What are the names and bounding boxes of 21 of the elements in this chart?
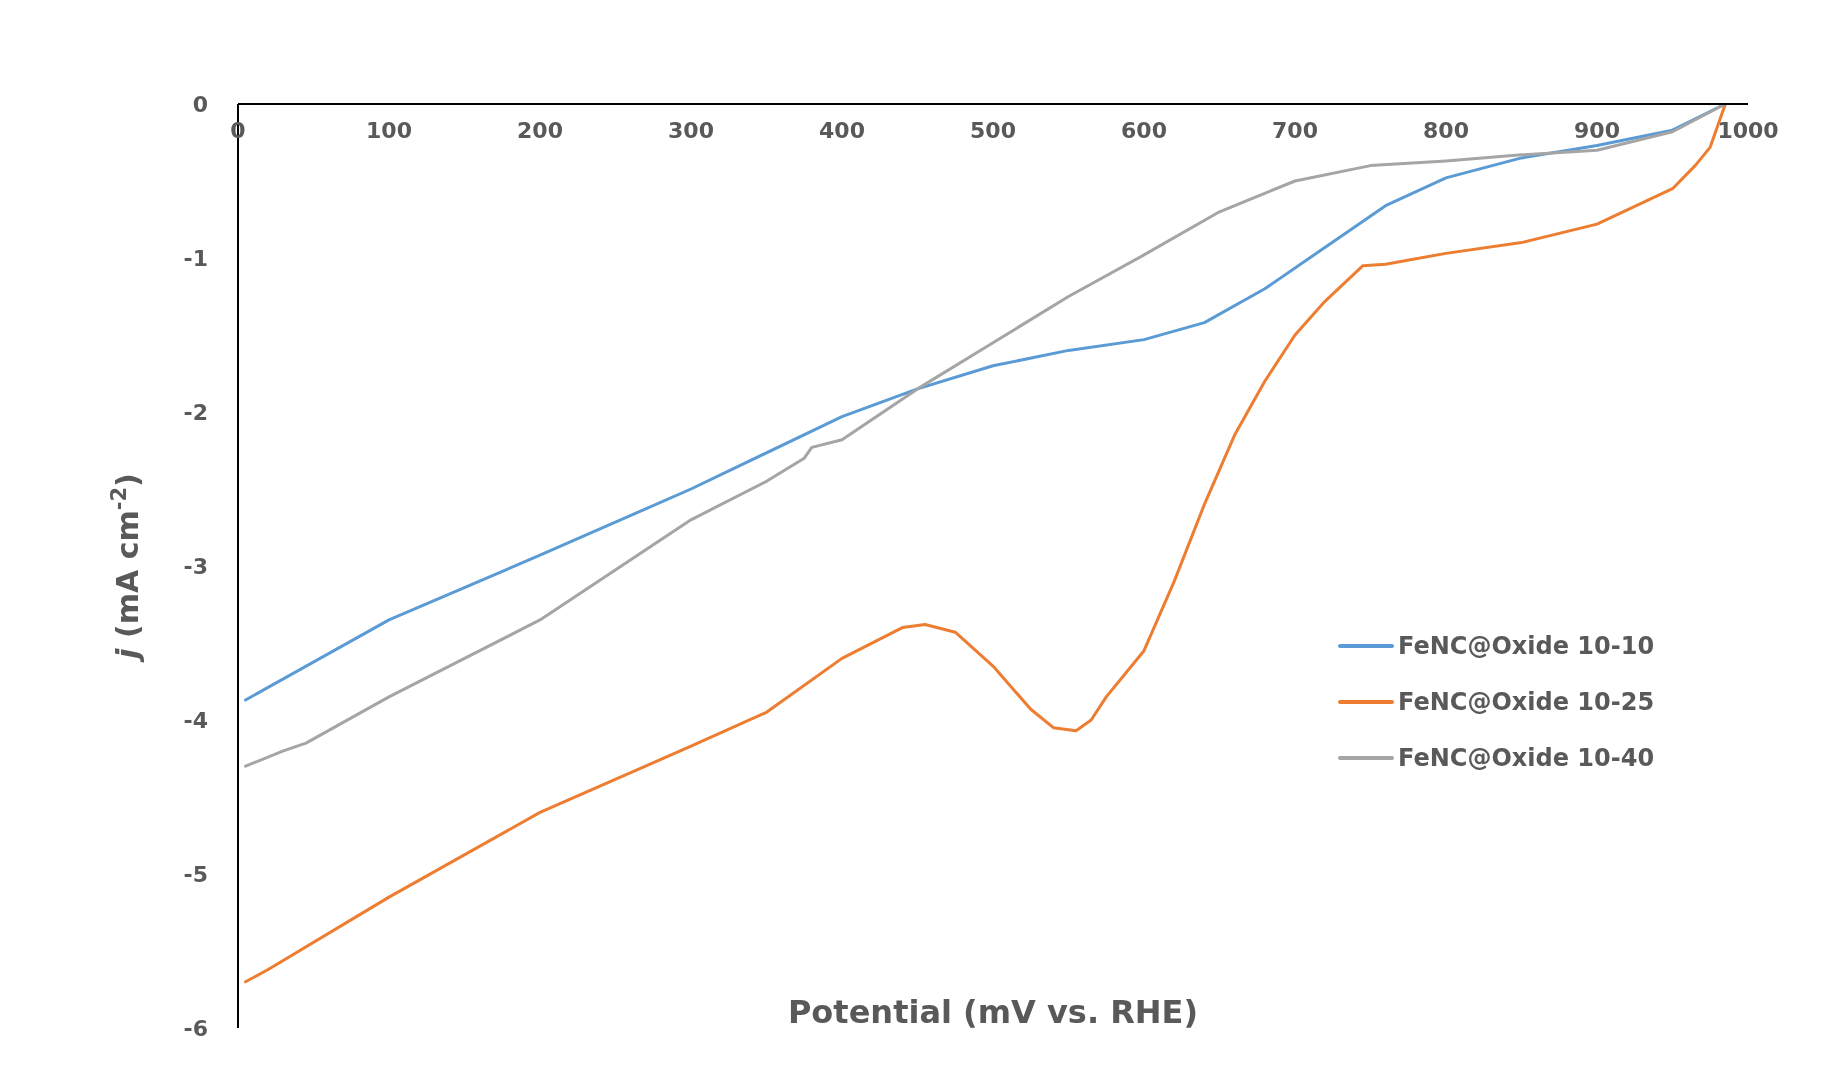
x-tick-label: 1000 <box>1717 118 1779 143</box>
x-tick-label: 800 <box>1423 118 1469 143</box>
x-tick-label: 200 <box>517 118 563 143</box>
x-tick-label: 100 <box>366 118 412 143</box>
legend-label: FeNC@Oxide 10-40 <box>1398 744 1655 772</box>
y-tick-label: -6 <box>183 1015 208 1041</box>
legend-label: FeNC@Oxide 10-25 <box>1398 688 1655 716</box>
x-tick-label: 500 <box>970 118 1016 143</box>
x-tick-label: 900 <box>1574 118 1620 143</box>
y-tick-label: -1 <box>183 245 208 271</box>
y-tick-label: -5 <box>183 861 208 887</box>
y-tick-label: 0 <box>192 91 208 117</box>
x-tick-label: 400 <box>819 118 865 143</box>
y-tick-label: -4 <box>183 707 208 733</box>
legend-label: FeNC@Oxide 10-10 <box>1398 632 1655 660</box>
x-axis-title: Potential (mV vs. RHE) <box>786 993 1200 1031</box>
x-tick-label: 300 <box>668 118 714 143</box>
y-tick-label: -2 <box>183 399 208 425</box>
y-tick-label: -3 <box>183 553 208 579</box>
x-tick-label: 700 <box>1272 118 1318 143</box>
x-tick-label: 600 <box>1121 118 1167 143</box>
